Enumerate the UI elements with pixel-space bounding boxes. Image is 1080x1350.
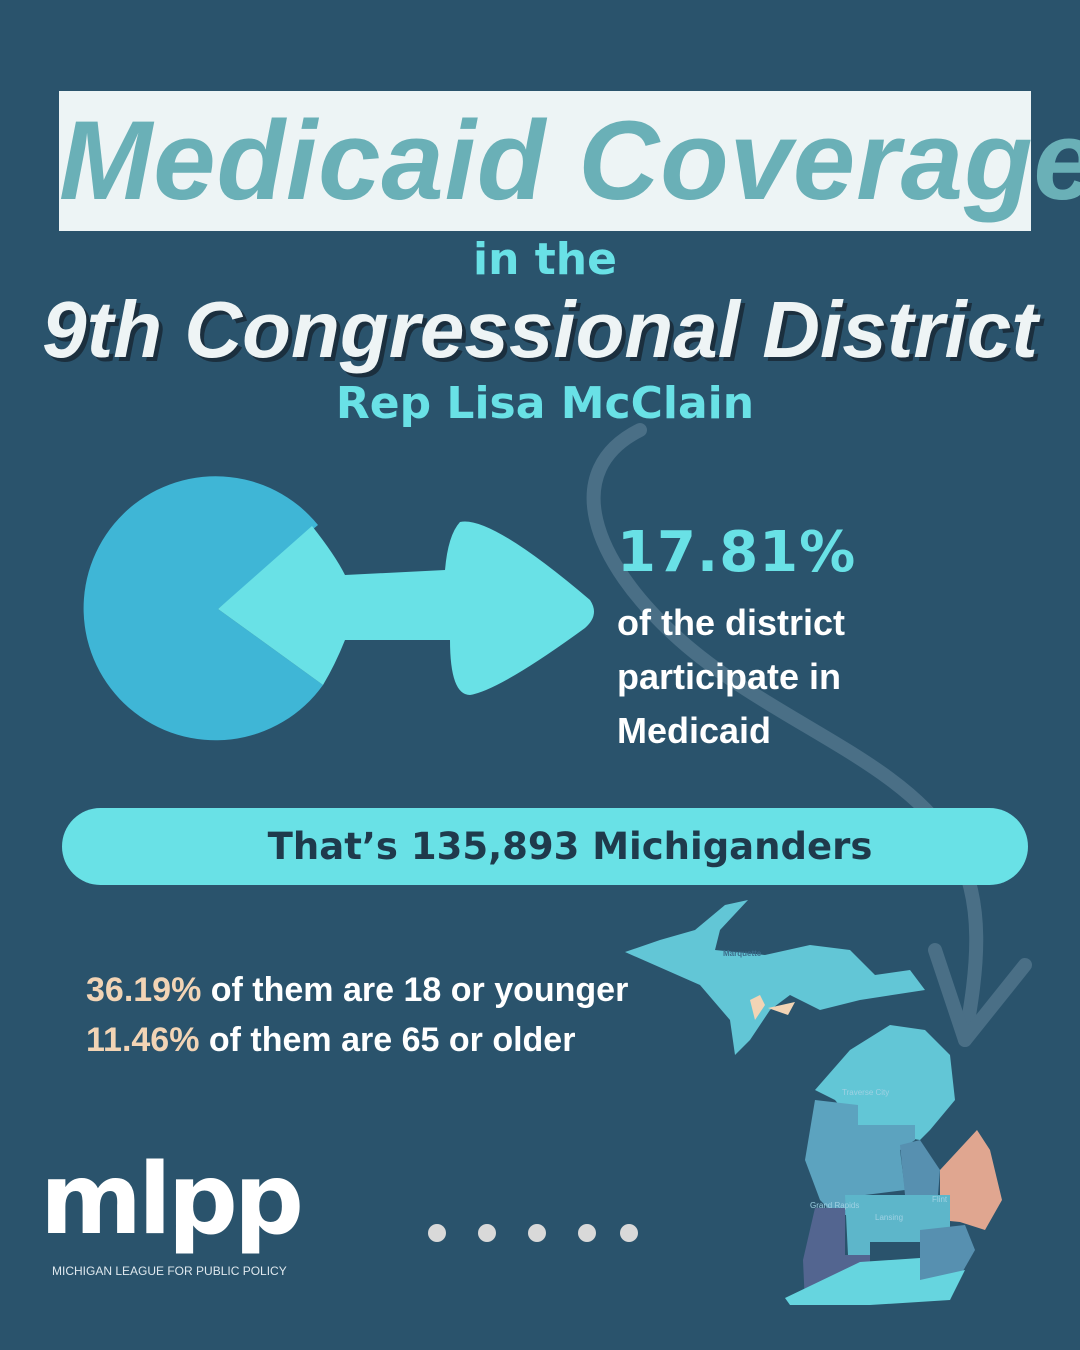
stat-text: of them are 18 or younger (201, 971, 629, 1009)
map-label-traverse-city: Traverse City (842, 1088, 889, 1097)
pie-remainder (83, 476, 323, 741)
page-dot-2[interactable] (478, 1224, 496, 1242)
medicaid-percent: 17.81% (617, 520, 857, 585)
logo-org-name: MICHIGAN LEAGUE FOR PUBLIC POLICY (52, 1264, 287, 1278)
medicaid-description: of the district participate in Medicaid (617, 602, 846, 751)
stat-text: of them are 65 or older (199, 1021, 576, 1059)
page-dot-5[interactable] (620, 1224, 638, 1242)
page-dot-4[interactable] (578, 1224, 596, 1242)
map-label-flint: Flint (932, 1195, 948, 1204)
logo-wordmark: mlpp (40, 1143, 304, 1257)
page-dot-1[interactable] (428, 1224, 446, 1242)
stat-value: 36.19% (86, 971, 202, 1009)
pie-slice-arrow (218, 521, 594, 695)
page-title: Medicaid Coverage (59, 98, 1080, 223)
age-stat-old: 11.46% of them are 65 or older (86, 1020, 575, 1060)
map-label-grand-rapids: Grand Rapids (810, 1201, 859, 1210)
map-label-lansing: Lansing (875, 1213, 903, 1222)
representative-name: Rep Lisa McClain (335, 378, 755, 429)
banner-text: That’s 135,893 Michiganders (267, 825, 873, 868)
stat-value: 11.46% (86, 1021, 200, 1059)
pie-chart (83, 476, 594, 741)
population-banner: That’s 135,893 Michiganders (62, 808, 1028, 885)
page-dot-3[interactable] (528, 1224, 546, 1242)
subtitle: in the (473, 234, 617, 285)
mlpp-logo: mlpp MICHIGAN LEAGUE FOR PUBLIC POLICY (40, 1143, 304, 1278)
map-label-marquette: Marquette (723, 949, 762, 958)
title-box: Medicaid Coverage (59, 91, 1080, 231)
district-title: 9th Congressional District (42, 285, 1038, 374)
age-stat-young: 36.19% of them are 18 or younger (86, 970, 628, 1010)
michigan-map: Marquette Traverse City Grand Rapids Lan… (625, 900, 1002, 1305)
